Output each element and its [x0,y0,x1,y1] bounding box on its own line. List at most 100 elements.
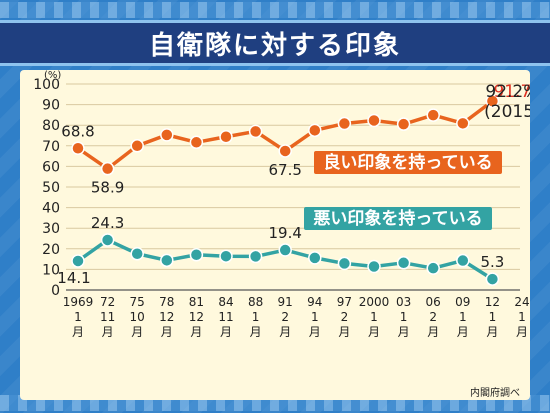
data-point-good [219,129,233,144]
x-tick-year: 75 [130,295,145,309]
x-tick-year: 03 [396,295,411,309]
x-tick-month: 1 [252,310,260,324]
data-point-bad [396,256,411,270]
x-tick-year: 09 [455,295,470,309]
x-tick-year: 97 [337,295,352,309]
x-tick-month-suffix: 月 [190,325,202,339]
data-label-good-latest-underlay: 91.7 [493,82,530,102]
data-point-good [485,94,500,108]
x-tick-month: 11 [100,310,115,324]
data-point-bad [426,261,440,275]
x-tick-month-suffix: 月 [72,325,84,339]
data-point-bad [189,248,204,262]
x-tick-month-suffix: 月 [250,325,262,339]
y-tick-label: 100 [33,77,60,93]
data-point-good [130,139,144,153]
x-tick-year: 81 [189,295,204,309]
x-tick-month-suffix: 月 [220,325,232,339]
data-point-bad [337,256,352,271]
x-tick-month: 1 [489,310,497,324]
data-label-bad: 14.1 [57,269,90,287]
y-tick-label: 80 [42,118,60,134]
x-tick-month: 1 [370,310,378,324]
data-point-bad [278,243,292,257]
series-label-bad: 悪い印象を持っている [313,208,482,229]
y-tick-label: 60 [42,159,60,175]
data-label-good-latest-note: (2015) [484,102,530,122]
x-tick-month: 12 [189,310,204,324]
data-point-bad [71,254,85,268]
data-point-bad [308,251,322,265]
data-point-good [189,135,204,150]
data-point-bad [219,249,233,263]
data-label-bad: 19.4 [268,224,301,242]
data-label-good-latest: 92.2% [485,82,530,102]
chart-panel: 0 10 20 30 40 50 60 70 80 90 100 (%) 1969 1 月 72 11 月 75 10… [20,70,530,400]
x-tick-year: 2000 [359,295,390,309]
chart-title: 自衛隊に対する印象 [148,30,401,61]
x-tick-month: 1 [400,310,408,324]
x-tick-month: 11 [218,310,233,324]
x-tick-month-suffix: 月 [279,325,291,339]
line-chart: 0102030405060708090100(%)19691月7211月7510… [33,70,530,399]
data-point-bad [248,249,263,264]
series-label-good: 良い印象を持っている [323,152,492,173]
x-tick-month-suffix: 月 [161,325,173,339]
y-tick-label: 0 [51,283,60,299]
data-point-good [426,108,440,122]
series-label-good-box [314,151,502,174]
data-point-good [278,144,292,158]
x-tick-month: 12 [159,310,174,324]
x-tick-year: 91 [278,295,293,309]
y-tick-label: 30 [42,221,60,237]
data-point-good [367,113,381,128]
x-tick-year: 1969 [63,295,94,309]
x-tick-month-suffix: 月 [457,325,469,339]
data-label-bad: 5.3 [480,253,504,271]
x-tick-month-suffix: 月 [338,325,350,339]
x-tick-month: 10 [130,310,145,324]
data-point-good [100,161,115,176]
source-label: 内閣府調べ [470,386,520,399]
x-tick-month-suffix: 月 [427,325,439,339]
x-tick-year: 12 [485,295,500,309]
data-point-good [396,117,411,131]
x-tick-month-suffix: 月 [131,325,143,339]
data-point-good [160,128,174,142]
x-tick-month-suffix: 月 [486,325,498,339]
x-tick-year: 84 [218,295,233,309]
y-tick-label: 10 [42,262,60,278]
x-tick-year: 06 [426,295,441,309]
data-point-bad [456,253,470,268]
x-tick-month-suffix: 月 [102,325,114,339]
x-tick-year: 88 [248,295,263,309]
x-tick-month-suffix: 月 [368,325,380,339]
data-point-good [248,124,263,139]
film-strip-decoration-top [0,2,550,18]
data-point-good [71,141,85,156]
x-tick-month-suffix: 月 [398,325,410,339]
x-tick-month: 2 [429,310,437,324]
x-tick-month: 2 [341,310,349,324]
data-label-good: 58.9 [91,179,124,197]
x-tick-month: 1 [459,310,467,324]
x-tick-year: 94 [307,295,322,309]
data-label-good: 67.5 [268,161,301,179]
y-unit-label: (%) [44,70,61,81]
x-tick-month: 1 [311,310,319,324]
data-point-bad [130,246,144,261]
x-tick-year: 24 [514,295,529,309]
data-point-good [456,116,470,131]
data-point-good [308,123,322,138]
data-point-bad [160,253,174,268]
data-label-good: 68.8 [61,122,94,140]
title-bar: 自衛隊に対する印象 [0,20,550,66]
data-point-bad [485,272,500,286]
data-point-bad [367,259,381,274]
x-tick-year: 78 [159,295,174,309]
data-point-good [337,116,352,131]
x-tick-year: 72 [100,295,115,309]
y-tick-label: 50 [42,180,60,196]
y-tick-label: 20 [42,242,60,258]
